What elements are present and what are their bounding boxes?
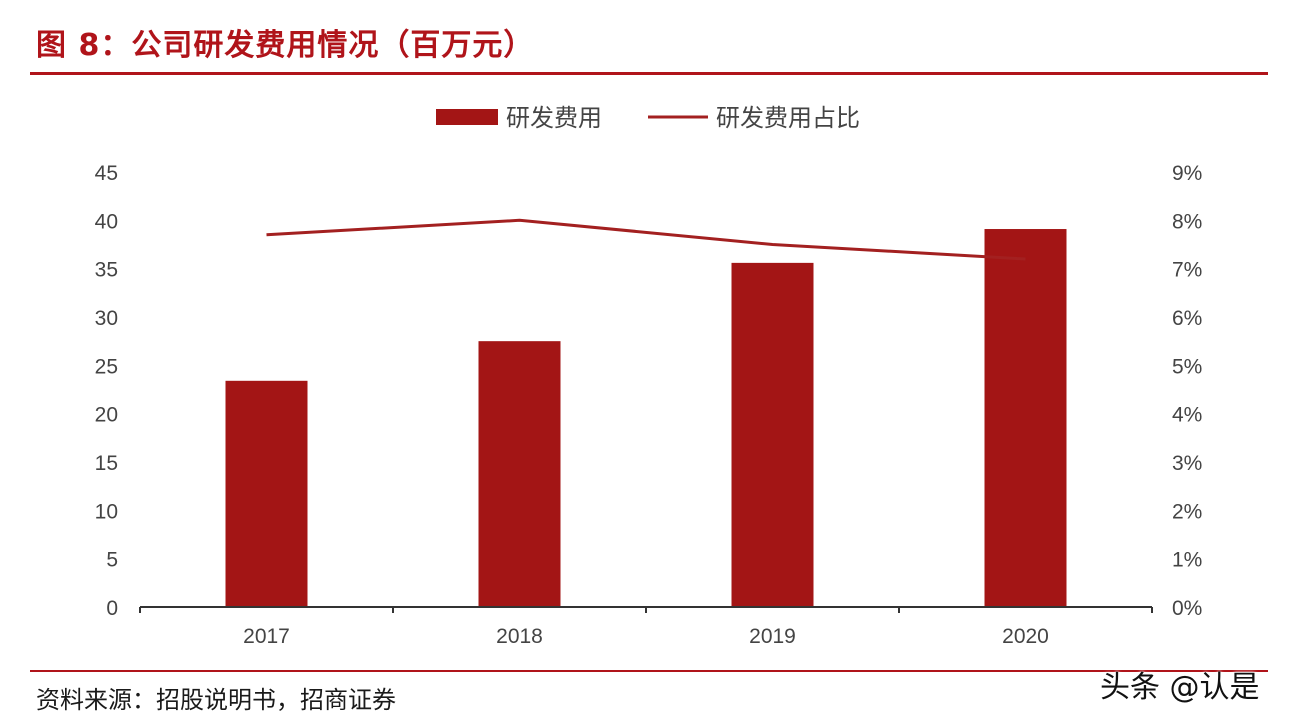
x-tick-label: 2018: [496, 625, 543, 648]
x-tick-label: 2019: [749, 625, 796, 648]
chart-area: 研发费用 研发费用占比 0 5 10 15 20 25 30 35 40 45 0% 1% 2% 3% 4…: [95, 104, 1203, 648]
bar-2020: [984, 229, 1067, 608]
legend-label-line: 研发费用占比: [716, 104, 860, 132]
left-tick-label: 15: [95, 452, 118, 475]
left-tick-label: 40: [95, 210, 118, 233]
right-axis-ticks: 0% 1% 2% 3% 4% 5% 6% 7% 8% 9%: [1172, 162, 1202, 620]
right-tick-label: 0%: [1172, 597, 1202, 620]
bar-2017: [225, 380, 308, 607]
left-tick-label: 35: [95, 259, 118, 282]
left-tick-label: 20: [95, 404, 118, 427]
right-tick-label: 9%: [1172, 162, 1202, 185]
left-tick-label: 10: [95, 500, 118, 523]
right-tick-label: 4%: [1172, 404, 1202, 427]
footer-divider: [30, 670, 1268, 672]
chart-title: 图 8：公司研发费用情况（百万元）: [36, 28, 535, 63]
right-tick-label: 5%: [1172, 355, 1202, 378]
legend: 研发费用 研发费用占比: [436, 104, 860, 132]
right-tick-label: 3%: [1172, 452, 1202, 475]
left-tick-label: 30: [95, 307, 118, 330]
right-tick-label: 6%: [1172, 307, 1202, 330]
right-tick-label: 1%: [1172, 549, 1202, 572]
legend-label-bar: 研发费用: [506, 104, 602, 132]
bar-2018: [478, 341, 561, 607]
x-axis-labels: 2017 2018 2019 2020: [243, 625, 1049, 648]
left-tick-label: 45: [95, 162, 118, 185]
left-axis-ticks: 0 5 10 15 20 25 30 35 40 45: [95, 162, 118, 620]
source-note: 资料来源：招股说明书，招商证券: [36, 686, 396, 714]
left-tick-label: 5: [106, 549, 118, 572]
x-axis: [139, 606, 1153, 613]
right-tick-label: 2%: [1172, 500, 1202, 523]
legend-swatch-bar: [436, 109, 498, 125]
right-tick-label: 7%: [1172, 259, 1202, 282]
x-tick-label: 2017: [243, 625, 290, 648]
title-divider: [30, 72, 1268, 75]
left-tick-label: 25: [95, 355, 118, 378]
x-tick-label: 2020: [1002, 625, 1049, 648]
right-tick-label: 8%: [1172, 210, 1202, 233]
left-tick-label: 0: [106, 597, 118, 620]
bars: [225, 229, 1067, 608]
bar-2019: [731, 262, 814, 607]
ratio-series-line: [266, 218, 1026, 261]
watermark: 头条 @认是: [1100, 670, 1260, 705]
